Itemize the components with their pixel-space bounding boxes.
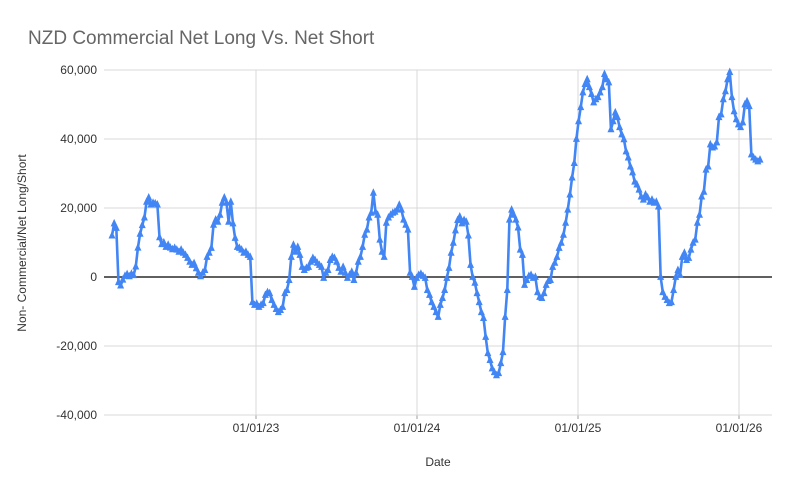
y-tick-label-neg40000: -40,000 — [56, 408, 97, 422]
y-tick-label-20000: 20,000 — [60, 201, 97, 215]
y-tick-label-40000: 40,000 — [60, 132, 97, 146]
series-line — [110, 70, 762, 377]
y-tick-label-60000: 60,000 — [60, 63, 97, 77]
y-axis-title: Non- Commercial/Net Long/Short — [15, 154, 29, 332]
y-axis-labels: 60,000 40,000 20,000 0 -20,000 -40,000 — [56, 63, 97, 422]
x-tick-label-2026: 01/01/26 — [716, 421, 763, 435]
x-tick-label-2024: 01/01/24 — [394, 421, 441, 435]
gridlines — [104, 69, 772, 419]
y-tick-label-neg20000: -20,000 — [56, 339, 97, 353]
x-axis-title: Date — [425, 455, 451, 469]
series-layer — [108, 67, 764, 379]
x-tick-label-2023: 01/01/23 — [233, 421, 280, 435]
chart-title: NZD Commercial Net Long Vs. Net Short — [28, 28, 375, 49]
series-markers — [108, 67, 764, 379]
x-tick-label-2025: 01/01/25 — [555, 421, 602, 435]
x-axis-labels: 01/01/23 01/01/24 01/01/25 01/01/26 — [233, 421, 763, 435]
y-tick-label-0: 0 — [90, 270, 97, 284]
